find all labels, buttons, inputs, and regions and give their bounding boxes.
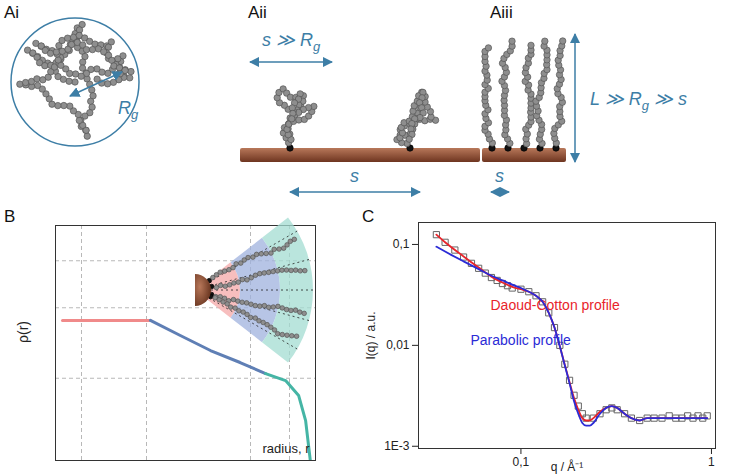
svg-text:I(q) / a.u.: I(q) / a.u.	[364, 311, 378, 359]
svg-text:radius, r: radius, r	[263, 441, 311, 456]
svg-text:0,01: 0,01	[386, 338, 410, 352]
svg-text:s: s	[350, 166, 359, 186]
svg-text:1E-3: 1E-3	[384, 439, 410, 453]
svg-text:L ≫ Rg ≫ s: L ≫ Rg ≫ s	[590, 89, 687, 113]
svg-text:Parabolic profile: Parabolic profile	[471, 332, 572, 348]
svg-text:0,1: 0,1	[393, 237, 410, 251]
svg-text:1: 1	[708, 455, 715, 469]
svg-text:s ≫ Rg: s ≫ Rg	[262, 30, 321, 54]
svg-text:q / Å⁻¹: q / Å⁻¹	[551, 459, 584, 474]
svg-text:Aii: Aii	[248, 3, 267, 22]
svg-text:s: s	[495, 166, 504, 186]
svg-text:Rg: Rg	[118, 98, 139, 122]
svg-text:C: C	[362, 207, 374, 226]
svg-text:Ai: Ai	[4, 3, 19, 22]
svg-text:Daoud-Cotton profile: Daoud-Cotton profile	[491, 297, 620, 313]
svg-text:0,1: 0,1	[513, 455, 530, 469]
svg-text:B: B	[4, 207, 15, 226]
svg-text:ρ(r): ρ(r)	[15, 321, 31, 343]
svg-text:Aiii: Aiii	[490, 3, 513, 22]
